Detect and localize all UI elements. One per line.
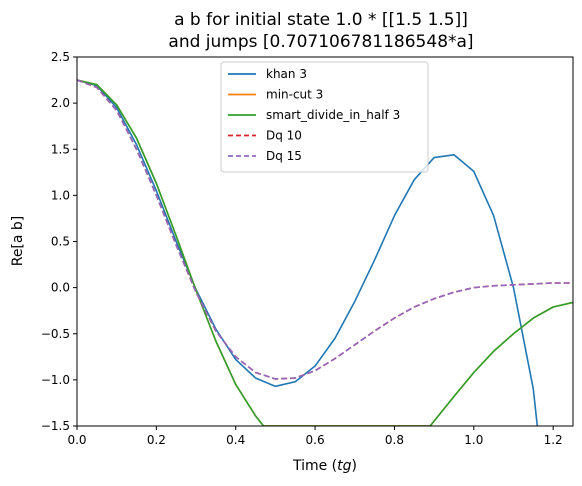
x-tick-label: 0.0 — [67, 433, 86, 447]
y-tick-label: 2.5 — [51, 50, 70, 64]
x-tick-label: 1.2 — [544, 433, 563, 447]
chart-title-line-1: a b for initial state 1.0 * [[1.5 1.5]] — [174, 10, 468, 30]
x-axis-label-prefix: Time ( — [292, 458, 337, 474]
y-tick-label: 0.5 — [51, 235, 70, 249]
y-tick-label: −1.5 — [41, 419, 70, 433]
x-axis-ticks: 0.0 0.2 0.4 0.6 0.8 1.0 1.2 — [67, 426, 563, 447]
y-tick-label: 0.0 — [51, 281, 70, 295]
legend: khan 3 min-cut 3 smart_divide_in_half 3 Dq … — [220, 61, 429, 173]
y-tick-label: −1.0 — [41, 373, 70, 387]
y-tick-label: 2.0 — [51, 96, 70, 110]
y-tick-label: −0.5 — [41, 327, 70, 341]
x-tick-label: 0.6 — [306, 433, 325, 447]
legend-label: min-cut 3 — [266, 88, 323, 102]
x-tick-label: 0.2 — [147, 433, 166, 447]
x-axis-label-italic: tg — [337, 458, 351, 474]
x-tick-label: 0.4 — [226, 433, 245, 447]
series-line-smart-divide-in-half-3 — [77, 79, 573, 426]
x-tick-label: 0.8 — [385, 433, 404, 447]
y-axis-ticks: −1.5 −1.0 −0.5 0.0 0.5 1.0 1.5 2.0 2.5 — [41, 50, 77, 433]
legend-label: Dq 15 — [266, 149, 302, 163]
y-tick-label: 1.5 — [51, 142, 70, 156]
legend-box — [220, 61, 429, 173]
series-line-dq-15 — [77, 79, 573, 380]
series-line-khan-3 — [77, 79, 539, 426]
x-axis-label: Time (tg) — [292, 458, 357, 474]
x-axis-label-suffix: ) — [352, 458, 357, 474]
legend-label: khan 3 — [266, 67, 307, 81]
series-layer — [77, 79, 573, 426]
x-tick-label: 1.0 — [464, 433, 483, 447]
y-tick-label: 1.0 — [51, 188, 70, 202]
legend-label: Dq 10 — [266, 129, 302, 143]
y-axis-label: Re[a b] — [10, 216, 26, 267]
legend-label: smart_divide_in_half 3 — [266, 108, 400, 122]
chart-title-line-2: and jumps [0.707106781186548*a] — [168, 32, 473, 52]
